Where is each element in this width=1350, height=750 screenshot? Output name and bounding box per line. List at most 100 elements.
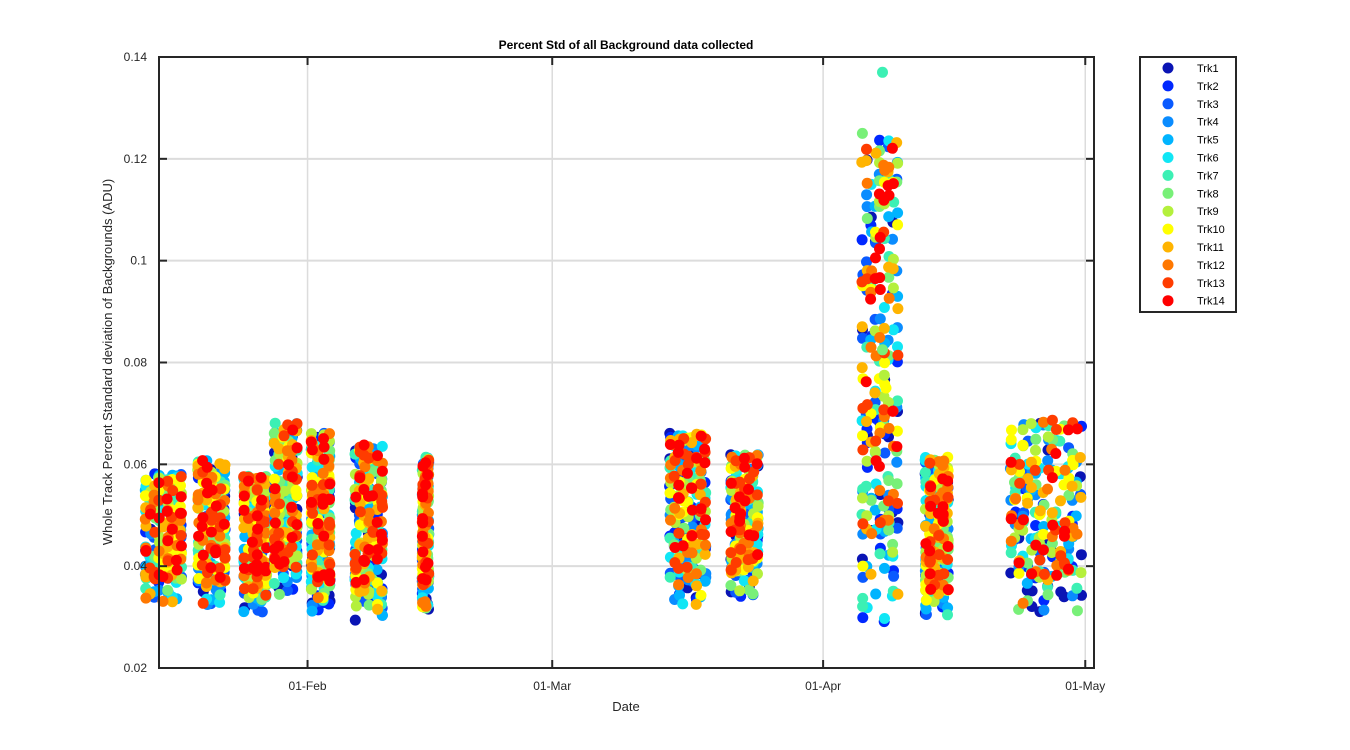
data-point — [695, 478, 707, 490]
data-point — [219, 552, 231, 564]
data-point — [879, 613, 890, 624]
data-point — [892, 395, 903, 407]
legend-marker — [1162, 80, 1174, 92]
data-point — [278, 430, 290, 442]
data-point — [700, 514, 711, 526]
data-point — [857, 592, 869, 604]
data-point — [1005, 513, 1017, 525]
data-point — [738, 452, 750, 464]
data-point — [359, 556, 371, 567]
data-point — [420, 457, 432, 469]
data-point — [193, 530, 205, 542]
data-point — [363, 507, 375, 519]
data-point — [892, 349, 904, 361]
data-point — [214, 589, 226, 601]
data-point — [269, 483, 281, 495]
data-point — [861, 143, 872, 155]
x-tick-label: 01-May — [1065, 679, 1105, 693]
legend-marker — [1162, 223, 1174, 235]
data-point — [305, 583, 317, 595]
data-point — [869, 387, 881, 399]
data-point — [677, 540, 689, 552]
data-point — [664, 571, 676, 583]
data-point — [287, 424, 299, 436]
legend-marker — [1162, 295, 1174, 307]
x-tick-label: 01-Apr — [805, 679, 841, 693]
data-point — [1014, 477, 1026, 489]
data-point — [350, 491, 362, 503]
data-point — [354, 519, 366, 531]
data-point — [860, 480, 872, 492]
data-point — [752, 549, 764, 561]
data-point — [252, 523, 264, 535]
data-point — [686, 504, 698, 516]
legend-label: Trk10 — [1197, 224, 1225, 236]
data-point — [1013, 567, 1025, 579]
data-point — [1042, 589, 1054, 601]
data-point — [920, 594, 932, 606]
data-point — [349, 548, 361, 560]
legend-label: Trk12 — [1197, 260, 1225, 272]
legend-marker — [1162, 241, 1174, 253]
data-point — [306, 549, 318, 561]
data-point — [891, 425, 903, 437]
data-point — [878, 369, 890, 381]
legend-label: Trk8 — [1197, 188, 1219, 200]
data-point — [376, 440, 388, 452]
data-point — [205, 562, 217, 574]
data-point — [690, 568, 702, 580]
data-point — [363, 599, 375, 611]
data-point — [677, 598, 689, 610]
data-point — [273, 527, 285, 539]
data-point — [861, 256, 872, 268]
data-point — [892, 341, 903, 353]
legend-label: Trk3 — [1197, 99, 1219, 111]
data-point — [856, 234, 868, 246]
data-point — [873, 460, 885, 472]
data-point — [144, 508, 156, 520]
data-point — [350, 600, 362, 612]
data-point — [861, 213, 873, 224]
data-point — [1042, 455, 1054, 467]
data-point — [695, 465, 707, 477]
data-point — [748, 530, 760, 542]
data-point — [880, 382, 892, 394]
data-point — [317, 467, 329, 479]
data-point — [306, 561, 318, 573]
legend-label: Trk6 — [1197, 153, 1219, 165]
data-point — [318, 433, 329, 445]
data-point — [291, 550, 303, 562]
data-point — [1030, 539, 1042, 551]
data-point — [874, 313, 886, 325]
legend-label: Trk5 — [1197, 135, 1219, 147]
data-point — [1038, 568, 1050, 580]
data-point — [311, 539, 323, 551]
data-point — [869, 445, 881, 457]
data-point — [857, 518, 869, 530]
data-point — [1051, 569, 1063, 581]
data-point — [699, 529, 710, 541]
data-point — [887, 282, 899, 294]
data-point — [349, 614, 361, 626]
data-point — [323, 539, 335, 551]
data-point — [218, 518, 230, 530]
data-point — [1030, 520, 1042, 531]
legend: Trk1 Trk2 Trk3 Trk4 Trk5 Trk6 Trk7 Trk8 Trk9 Trk1… — [1139, 56, 1237, 313]
data-point — [286, 541, 298, 553]
data-point — [417, 546, 429, 558]
data-point — [205, 526, 217, 538]
data-point — [1042, 431, 1054, 443]
data-point — [1046, 472, 1058, 484]
data-point — [238, 504, 250, 516]
data-point — [306, 479, 318, 491]
data-point — [933, 549, 945, 561]
y-tick-label: 0.12 — [124, 152, 148, 166]
data-point — [877, 66, 888, 78]
data-point — [1038, 604, 1050, 616]
data-point — [312, 518, 324, 530]
data-point — [416, 530, 428, 542]
data-point — [162, 475, 174, 487]
data-point — [924, 545, 936, 557]
data-point — [201, 477, 213, 489]
data-point — [1005, 567, 1017, 579]
